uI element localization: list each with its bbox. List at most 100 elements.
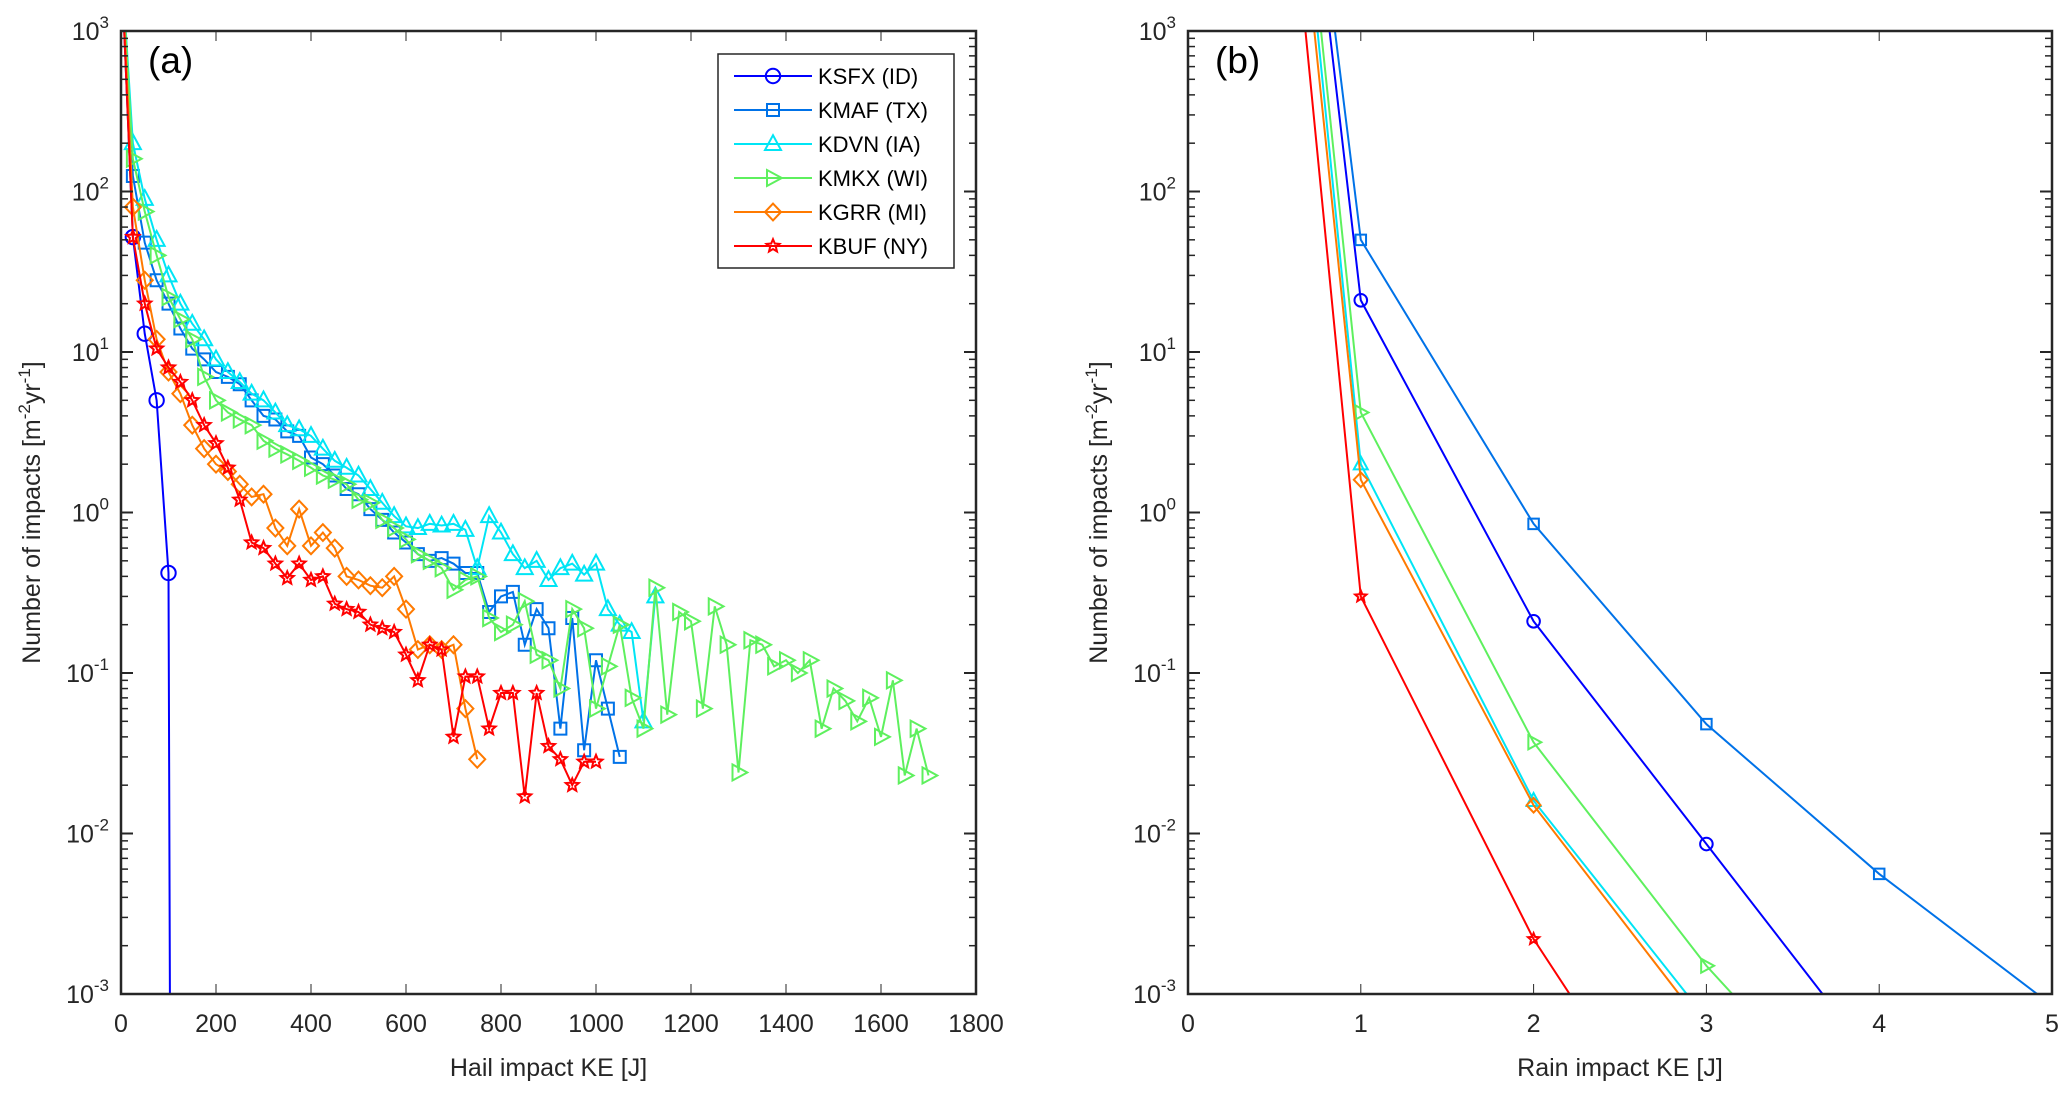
series-kmaf — [124, 31, 627, 764]
data-point — [850, 711, 869, 731]
data-point — [159, 362, 178, 382]
data-point — [241, 382, 262, 401]
series-line — [124, 31, 621, 758]
legend-item: KDVN (IA) — [734, 132, 921, 157]
data-point — [242, 487, 262, 507]
data-point — [384, 566, 404, 587]
data-point — [230, 490, 249, 508]
legend-item: KMAF (TX) — [734, 98, 928, 123]
data-point — [160, 564, 177, 582]
series-kgrr — [123, 31, 487, 770]
data-point — [648, 578, 667, 598]
data-point — [149, 245, 168, 266]
data-point — [410, 544, 429, 564]
data-point — [790, 663, 809, 683]
data-point — [302, 570, 320, 588]
data-point — [598, 598, 618, 617]
data-point — [289, 418, 309, 437]
x-tick-label: 200 — [195, 1010, 237, 1038]
data-point — [529, 602, 544, 617]
data-point — [1527, 517, 1540, 531]
data-point — [182, 312, 202, 331]
series-kbuf — [123, 31, 605, 805]
y-tick-label: 101 — [1139, 334, 1176, 367]
panel-label: (a) — [148, 40, 193, 81]
series-kmkx — [1320, 31, 1734, 994]
data-point — [755, 635, 774, 655]
data-point — [541, 650, 560, 670]
data-point — [1353, 292, 1369, 308]
data-point — [467, 557, 487, 576]
series-kbuf — [1304, 31, 1571, 994]
x-tick-label: 4 — [1872, 1010, 1886, 1038]
panel-label: (b) — [1215, 40, 1260, 81]
x-tick-label: 2 — [1527, 1010, 1541, 1038]
data-point — [494, 622, 512, 642]
x-axis-label: Hail impact KE [J] — [450, 1054, 647, 1082]
data-point — [280, 444, 299, 465]
data-point — [467, 749, 487, 770]
data-point — [515, 787, 534, 805]
data-point — [503, 543, 523, 562]
data-point — [396, 515, 416, 534]
x-tick-label: 1800 — [948, 1010, 1004, 1038]
data-point — [265, 518, 285, 538]
data-point — [137, 201, 156, 222]
data-point — [277, 414, 297, 433]
data-point — [1700, 957, 1717, 975]
data-point — [360, 575, 380, 596]
y-tick-label: 103 — [72, 13, 109, 46]
y-tick-label: 10-3 — [1133, 976, 1176, 1009]
x-tick-label: 0 — [114, 1010, 128, 1038]
data-point — [1526, 613, 1541, 629]
x-tick-label: 600 — [385, 1010, 427, 1038]
data-point — [396, 599, 416, 619]
data-point — [624, 688, 643, 708]
data-point — [921, 765, 940, 786]
data-point — [173, 309, 192, 329]
data-point — [339, 474, 358, 494]
data-point — [455, 518, 476, 537]
data-point — [660, 704, 679, 725]
data-point — [375, 510, 394, 530]
data-point — [361, 615, 380, 633]
data-point — [218, 461, 238, 482]
series-line — [1316, 31, 1688, 994]
data-point — [838, 691, 857, 711]
panel-hail: 0 200 400 600 800 1000 1200 1400 1600 1800 10-3 10-… — [15, 13, 1004, 1082]
data-point — [719, 635, 738, 655]
data-point — [600, 656, 619, 677]
data-point — [123, 227, 142, 245]
data-point — [372, 577, 392, 598]
y-axis-label: Number of impacts [m-2yr-1] — [1082, 361, 1113, 664]
legend-marker-icon — [766, 103, 780, 117]
data-point — [301, 535, 321, 556]
data-point — [695, 698, 714, 719]
data-point — [527, 683, 546, 701]
legend-label: KMKX (WI) — [818, 166, 928, 191]
x-tick-label: 1200 — [663, 1010, 719, 1038]
data-point — [277, 535, 297, 556]
data-point — [1527, 733, 1544, 751]
data-point — [420, 512, 440, 531]
data-point — [539, 736, 558, 754]
series-line — [1313, 31, 1681, 994]
data-point — [672, 602, 691, 622]
x-tick-label: 1400 — [758, 1010, 814, 1038]
data-point — [553, 678, 572, 699]
series-kdvn — [123, 31, 666, 729]
data-point — [1354, 233, 1368, 247]
legend: KSFX (ID) KMAF (TX) KDVN (IA) KMKX (WI) KGRR… — [717, 53, 955, 269]
data-point — [577, 618, 596, 638]
data-point — [289, 499, 309, 519]
data-point — [563, 775, 582, 793]
data-point — [444, 634, 463, 655]
data-point — [148, 392, 165, 409]
legend-label: KSFX (ID) — [818, 64, 918, 89]
data-point — [220, 402, 239, 423]
data-point — [384, 505, 404, 524]
data-point — [206, 454, 226, 475]
data-point — [351, 490, 370, 510]
data-point — [313, 522, 333, 543]
data-point — [1352, 587, 1369, 604]
